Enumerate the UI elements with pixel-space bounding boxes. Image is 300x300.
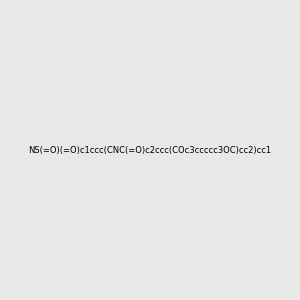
Text: NS(=O)(=O)c1ccc(CNC(=O)c2ccc(COc3ccccc3OC)cc2)cc1: NS(=O)(=O)c1ccc(CNC(=O)c2ccc(COc3ccccc3O…	[28, 146, 272, 154]
